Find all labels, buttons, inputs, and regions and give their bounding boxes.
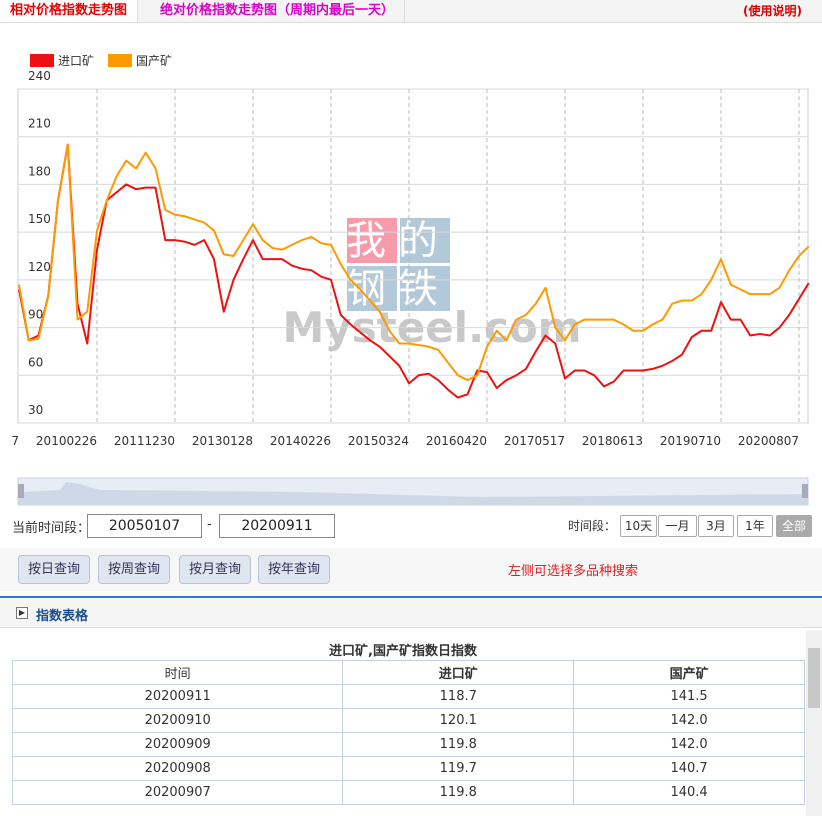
period-button[interactable]: 一月 — [658, 515, 697, 537]
table-cell: 20200909 — [11, 732, 344, 757]
tab[interactable]: 相对价格指数走势图 — [0, 0, 139, 22]
legend-label: 进口矿 — [58, 54, 94, 68]
y-tick-label: 210 — [28, 117, 51, 131]
table-cell: 142.0 — [573, 732, 805, 757]
period-label: 时间段： — [568, 519, 617, 533]
table-row: 20200907 119.8 140.4 — [11, 780, 805, 805]
x-tick-label: 20160420 — [426, 434, 487, 448]
y-tick-label: 180 — [28, 164, 51, 178]
logo-block — [400, 218, 450, 263]
navigator-shape — [18, 482, 808, 505]
x-tick-label: 20140226 — [270, 434, 331, 448]
column-header: 国产矿 — [573, 660, 805, 685]
query-button[interactable]: 按月查询 — [179, 555, 251, 584]
tab-bar: 相对价格指数走势图 绝对价格指数走势图（周期内最后一天） (使用说明) — [0, 0, 822, 23]
start-date-input[interactable]: 20050107 — [87, 514, 202, 538]
table-cell: 20200908 — [11, 756, 344, 781]
x-tick-label: 20170517 — [504, 434, 565, 448]
chart: 我的 钢铁 Mysteel.com 30 60 90 120 150 180 210 240 7… — [11, 54, 810, 506]
logo-text: 我的 — [346, 218, 450, 264]
x-tick-label: 20100226 — [36, 434, 97, 448]
table-cell: 120.1 — [342, 708, 575, 733]
query-button[interactable]: 按日查询 — [18, 555, 90, 584]
table-row: 20200910 120.1 142.0 — [11, 708, 805, 733]
period-button[interactable]: 1年 — [737, 515, 773, 537]
y-tick-label: 90 — [28, 308, 43, 322]
y-tick-label: 60 — [28, 355, 43, 369]
query-button[interactable]: 按周查询 — [98, 555, 170, 584]
legend-swatch — [108, 54, 132, 67]
x-tick-label: 7 — [11, 434, 19, 448]
logo-text: 钢铁 — [346, 266, 450, 312]
series-line — [18, 143, 810, 382]
range-dash: - — [207, 517, 212, 532]
x-tick-label: 20180613 — [582, 434, 643, 448]
table-cell: 119.7 — [342, 756, 575, 781]
tab[interactable]: 绝对价格指数走势图（周期内最后一天） — [150, 0, 406, 22]
y-tick-label: 150 — [28, 212, 51, 226]
legend-label: 国产矿 — [136, 54, 172, 68]
table-cell: 141.5 — [573, 684, 805, 709]
table-cell: 119.8 — [342, 732, 575, 757]
y-tick-label: 240 — [28, 69, 51, 83]
logo-block — [400, 266, 450, 311]
column-header: 时间 — [11, 660, 344, 685]
period-button[interactable]: 3月 — [698, 515, 734, 537]
table-title: 进口矿,国产矿指数日指数 — [329, 644, 477, 659]
series-line — [18, 143, 810, 399]
table-cell: 20200907 — [11, 780, 344, 805]
scroll-thumb[interactable] — [808, 648, 820, 708]
watermark: 我的 钢铁 Mysteel.com — [282, 218, 582, 352]
logo-block — [347, 218, 397, 263]
expand-icon[interactable]: ▶ — [16, 607, 28, 619]
period-button[interactable]: 10天 — [620, 515, 657, 537]
query-button[interactable]: 按年查询 — [258, 555, 330, 584]
table-row: 20200911 118.7 141.5 — [11, 684, 805, 709]
table-cell: 118.7 — [342, 684, 575, 709]
legend-swatch — [30, 54, 54, 67]
x-tick-label: 20130128 — [192, 434, 253, 448]
navigator-handle[interactable] — [18, 484, 24, 498]
range-label: 当前时间段： — [12, 521, 91, 536]
table-cell: 20200910 — [11, 708, 344, 733]
scrollbar[interactable] — [806, 630, 822, 816]
help-link[interactable]: (使用说明) — [743, 4, 802, 18]
table-row: 20200908 119.7 140.7 — [11, 756, 805, 781]
table-cell: 140.7 — [573, 756, 805, 781]
y-tick-label: 120 — [28, 260, 51, 274]
divider — [0, 596, 822, 598]
table-cell: 119.8 — [342, 780, 575, 805]
section-header: ▶ 指数表格 — [0, 599, 822, 628]
table-cell: 142.0 — [573, 708, 805, 733]
y-tick-label: 30 — [28, 403, 43, 417]
hint: 左侧可选择多品种搜索 — [508, 564, 639, 579]
x-tick-label: 20150324 — [348, 434, 409, 448]
x-tick-label: 20190710 — [660, 434, 721, 448]
data-table: 时间 进口矿 国产矿 20200911 118.7 141.5 20200910 120.1 1… — [11, 660, 805, 805]
table-cell: 140.4 — [573, 780, 805, 805]
end-date-input[interactable]: 20200911 — [219, 514, 335, 538]
table-header: 时间 进口矿 国产矿 — [11, 660, 805, 685]
x-tick-label: 20200807 — [738, 434, 799, 448]
column-header: 进口矿 — [342, 660, 575, 685]
x-tick-label: 20111230 — [114, 434, 175, 448]
period-button[interactable]: 全部 — [776, 515, 812, 537]
table-cell: 20200911 — [11, 684, 344, 709]
section-title: 指数表格 — [36, 609, 89, 624]
navigator-handle[interactable] — [802, 484, 808, 498]
table-row: 20200909 119.8 142.0 — [11, 732, 805, 757]
